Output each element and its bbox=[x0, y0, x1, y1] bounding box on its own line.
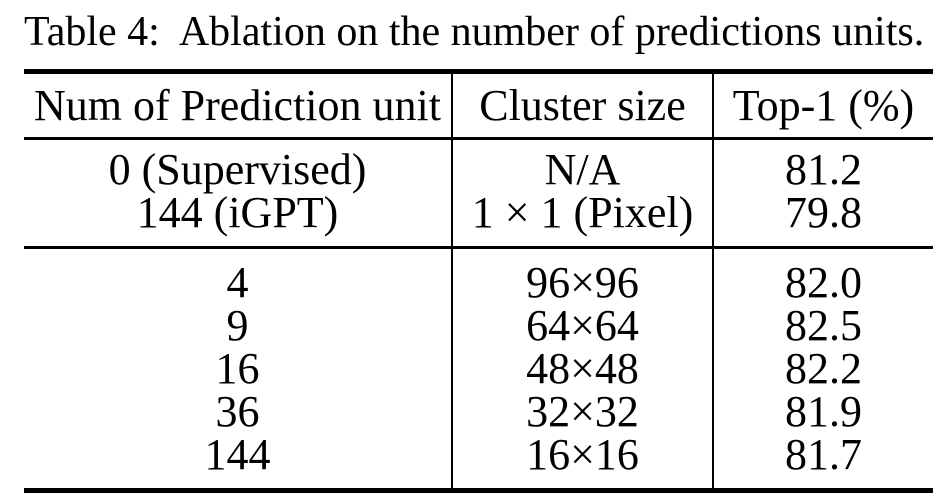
table-cell: 1 × 1 (Pixel) bbox=[471, 188, 694, 237]
table-cell: 82.2 bbox=[785, 344, 862, 393]
table-cell: 48×48 bbox=[526, 344, 639, 393]
table-cell: 64×64 bbox=[526, 301, 639, 350]
table-cell: 36 bbox=[215, 387, 260, 436]
top-rule bbox=[24, 69, 933, 74]
ablation-table: Num of Prediction unit Cluster size Top-… bbox=[24, 69, 933, 493]
table-section-baselines: 0 (Supervised) 144 (iGPT) N/A 1 × 1 (Pix… bbox=[24, 140, 933, 246]
column-top1: 81.2 79.8 bbox=[712, 140, 933, 246]
header-num-prediction-unit: Num of Prediction unit bbox=[34, 81, 441, 130]
column-num-units: 0 (Supervised) 144 (iGPT) bbox=[24, 140, 451, 246]
section-divider-rule bbox=[24, 246, 933, 249]
table-cell: 81.7 bbox=[785, 430, 862, 479]
table-cell: 32×32 bbox=[526, 387, 639, 436]
table-cell: 144 bbox=[204, 430, 271, 479]
column-top1: 82.0 82.5 82.2 81.9 81.7 bbox=[712, 249, 933, 488]
table-cell: 96×96 bbox=[526, 258, 639, 307]
header-cluster-size: Cluster size bbox=[451, 74, 712, 137]
table-cell: 81.2 bbox=[785, 145, 862, 194]
bottom-rule bbox=[24, 488, 933, 493]
table-header-row: Num of Prediction unit Cluster size Top-… bbox=[24, 74, 933, 137]
column-cluster-size: N/A 1 × 1 (Pixel) bbox=[451, 140, 712, 246]
table-caption: Table 4: Ablation on the number of predic… bbox=[24, 6, 924, 58]
table-cell: 82.0 bbox=[785, 258, 862, 307]
table-cell: 81.9 bbox=[785, 387, 862, 436]
table-cell: 144 (iGPT) bbox=[136, 188, 339, 237]
table-cell: 16 bbox=[215, 344, 260, 393]
column-num-units: 4 9 16 36 144 bbox=[24, 249, 451, 488]
header-rule bbox=[24, 137, 933, 140]
table-cell: 9 bbox=[226, 301, 249, 350]
table-cell: 16×16 bbox=[526, 430, 639, 479]
caption-text: Ablation on the number of predictions un… bbox=[178, 9, 925, 55]
table-cell: 82.5 bbox=[785, 301, 862, 350]
table-cell: N/A bbox=[544, 145, 621, 194]
header-top1: Top-1 (%) bbox=[712, 74, 933, 137]
column-cluster-size: 96×96 64×64 48×48 32×32 16×16 bbox=[451, 249, 712, 488]
caption-label: Table 4: bbox=[24, 9, 160, 55]
table-cell: 79.8 bbox=[785, 188, 862, 237]
table-cell: 0 (Supervised) bbox=[108, 145, 367, 194]
table-section-ablation: 4 9 16 36 144 96×96 64×64 48×48 32×32 16… bbox=[24, 249, 933, 488]
table-cell: 4 bbox=[226, 258, 249, 307]
